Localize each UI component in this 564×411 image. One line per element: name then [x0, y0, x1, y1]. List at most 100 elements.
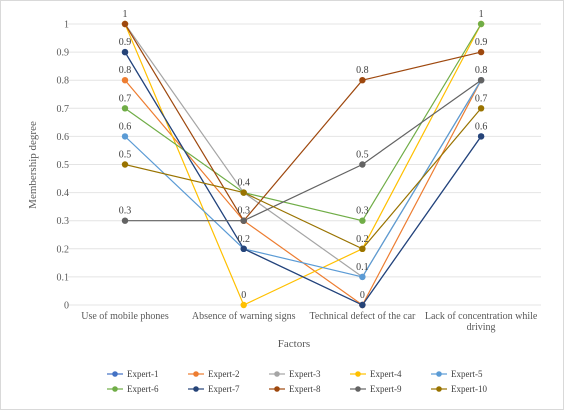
legend: Expert-1 Expert-2 Expert-3 Expert-4 Expert-5…: [107, 369, 487, 394]
data-label: 0.3: [237, 206, 250, 217]
data-point: [121, 48, 129, 56]
y-axis-title: Membership degree: [27, 121, 39, 209]
legend-label: Expert-10: [451, 384, 487, 394]
data-point: [359, 161, 366, 168]
legend-item: Expert-1: [107, 369, 159, 379]
legend-item: Expert-4: [350, 369, 402, 379]
x-tick-label: Lack of concentration while driving: [425, 311, 538, 333]
y-tick-label: 0.5: [57, 160, 70, 171]
legend-swatch-marker: [355, 371, 361, 377]
data-label: 0.3: [119, 206, 132, 217]
series-line: [124, 79, 482, 278]
y-tick-label: 0.2: [57, 244, 70, 255]
data-label: 0.5: [356, 150, 369, 161]
legend-swatch-marker: [193, 371, 199, 377]
data-label: 0.8: [119, 65, 132, 76]
y-tick-label: 0.7: [57, 104, 70, 115]
data-point: [121, 20, 129, 28]
y-tick-label: 0.9: [57, 48, 70, 59]
series-lines: [124, 23, 482, 306]
data-point: [477, 133, 485, 140]
legend-label: Expert-9: [370, 384, 402, 394]
data-label: 0: [241, 290, 246, 301]
data-point: [359, 301, 366, 309]
series-line: [124, 51, 482, 306]
x-tick-label: Technical defect of the car: [309, 311, 416, 322]
legend-label: Expert-7: [208, 384, 240, 394]
data-point: [477, 77, 485, 84]
legend-swatch-marker: [355, 386, 361, 392]
legend-item: Expert-6: [107, 384, 159, 394]
x-tick-label: Absence of warning signs: [192, 311, 296, 322]
data-point: [240, 217, 247, 224]
data-labels: 1 0.9 0.8 0.7 0.6 0.5 0.3 0.4 0.3 0.2 0 0.8 0.5 0.3 0.…: [119, 9, 488, 301]
series-line: [124, 23, 482, 222]
legend-label: Expert-1: [127, 369, 159, 379]
data-label: 1: [479, 9, 484, 20]
series-line: [124, 107, 482, 250]
y-tick-label: 0.1: [57, 272, 70, 283]
legend-swatch-marker: [112, 386, 118, 392]
series-line: [125, 79, 482, 222]
x-axis-title: Factors: [278, 338, 310, 350]
data-label: 0.3: [356, 206, 369, 217]
legend-item: Expert-2: [188, 369, 240, 379]
data-point: [121, 161, 129, 168]
x-tick-label: Use of mobile phones: [81, 311, 169, 322]
data-label: 0.6: [475, 121, 488, 132]
legend-item: Expert-5: [431, 369, 483, 379]
y-tick-label: 1: [64, 20, 69, 31]
series-line: [124, 51, 482, 306]
data-point: [359, 273, 366, 281]
data-point: [359, 77, 366, 84]
legend-item: Expert-3: [269, 369, 321, 379]
data-point: [121, 217, 129, 224]
y-tick-label: 0.3: [57, 216, 70, 227]
data-label: 1: [123, 9, 128, 20]
legend-item: Expert-7: [188, 384, 240, 394]
data-label: 0: [360, 290, 365, 301]
data-label: 0.1: [356, 262, 369, 273]
legend-swatch-marker: [436, 371, 442, 377]
legend-label: Expert-3: [289, 369, 321, 379]
data-point: [121, 133, 129, 140]
gridlines: [68, 23, 541, 306]
legend-label: Expert-2: [208, 369, 240, 379]
y-tick-label: 0.8: [57, 76, 70, 87]
data-point: [240, 245, 247, 252]
data-point: [359, 245, 366, 252]
data-label: 0.2: [356, 234, 369, 245]
legend-swatch-marker: [193, 386, 199, 392]
data-label: 0.8: [356, 65, 369, 76]
legend-swatch-marker: [112, 371, 118, 377]
data-point: [477, 105, 485, 112]
data-label: 0.9: [475, 37, 488, 48]
data-point: [121, 105, 129, 112]
data-label: 0.7: [119, 93, 132, 104]
legend-swatch-marker: [436, 386, 442, 392]
data-point: [477, 48, 485, 56]
data-label: 0.9: [119, 37, 132, 48]
data-label: 0.2: [237, 234, 250, 245]
y-tick-label: 0: [64, 301, 69, 312]
data-point: [359, 217, 366, 224]
data-point: [240, 301, 247, 309]
legend-item: Expert-10: [431, 384, 487, 394]
legend-item: Expert-8: [269, 384, 321, 394]
legend-label: Expert-4: [370, 369, 402, 379]
legend-label: Expert-6: [127, 384, 159, 394]
y-tick-label: 0.6: [57, 132, 70, 143]
y-axis-ticks: 0 0.1 0.2 0.3 0.4 0.5 0.6 0.7 0.8 0.9 1: [57, 20, 70, 312]
data-point: [121, 77, 129, 84]
data-point: [240, 189, 247, 196]
x-axis-ticks: Use of mobile phones Absence of warning s…: [81, 311, 538, 333]
legend-label: Expert-5: [451, 369, 483, 379]
legend-swatch-marker: [274, 386, 280, 392]
legend-label: Expert-8: [289, 384, 321, 394]
data-point: [477, 20, 485, 28]
data-label: 0.8: [475, 65, 488, 76]
data-label: 0.4: [237, 178, 250, 189]
data-label: 0.5: [119, 150, 132, 161]
